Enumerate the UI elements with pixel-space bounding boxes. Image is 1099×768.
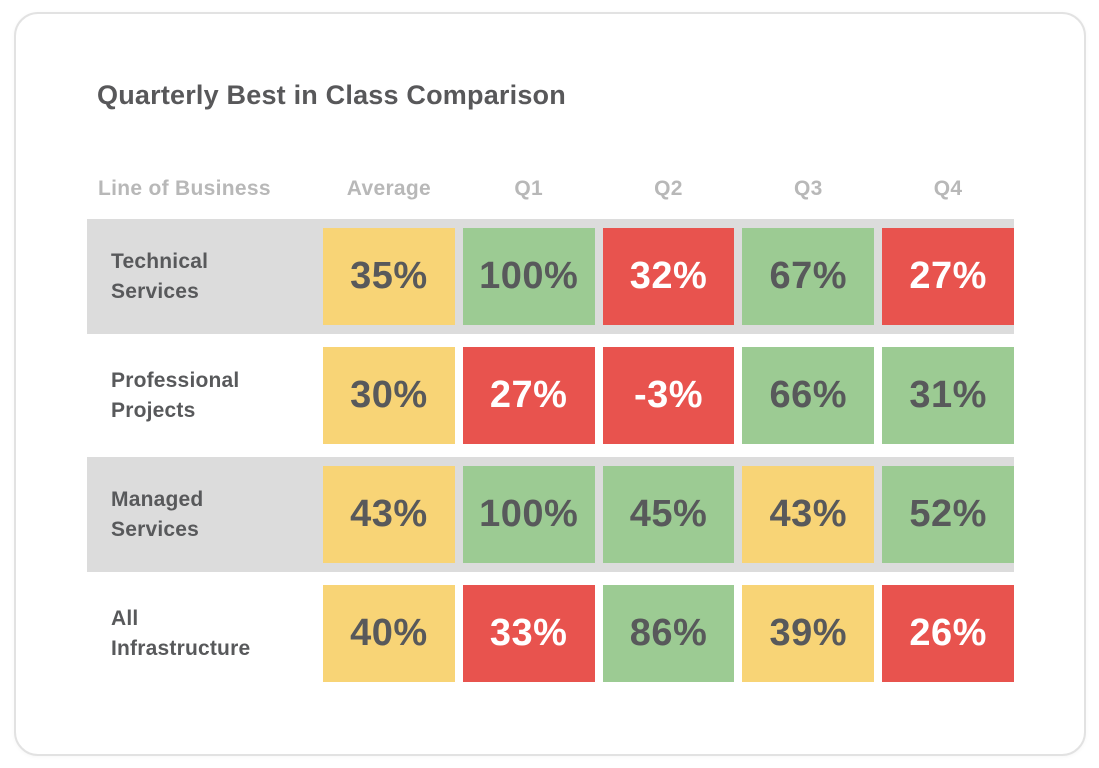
cell-professional-q4: 31% [882, 347, 1014, 444]
table-row-technical-services: Technical Services 35% 100% 32% 67% 27% [87, 219, 1014, 334]
comparison-table: Line of Business Average Q1 Q2 Q3 Q4 Tec… [87, 169, 1014, 691]
cell-professional-average: 30% [323, 347, 455, 444]
table-row-managed-services: Managed Services 43% 100% 45% 43% 52% [87, 457, 1014, 572]
row-label-text: Technical Services [111, 249, 209, 303]
column-header-q3: Q3 [793, 177, 823, 200]
row-label: Managed Services [87, 485, 315, 545]
row-label-text: Managed Services [111, 487, 204, 541]
cell-infrastructure-q2: 86% [602, 585, 735, 682]
cell-technical-q3: 67% [742, 228, 875, 325]
cell-managed-q1: 100% [462, 466, 595, 563]
column-header-q4: Q4 [933, 177, 963, 200]
row-label-text: Professional Projects [111, 368, 240, 422]
cell-infrastructure-q4: 26% [882, 585, 1014, 682]
cell-infrastructure-q3: 39% [742, 585, 875, 682]
row-label: All Infrastructure [87, 604, 315, 664]
cell-technical-q4: 27% [882, 228, 1014, 325]
column-header-average: Average [346, 177, 431, 200]
cell-technical-average: 35% [323, 228, 455, 325]
table-row-all-infrastructure: All Infrastructure 40% 33% 86% 39% 26% [87, 576, 1014, 691]
card-content: Quarterly Best in Class Comparison Line … [16, 14, 1084, 691]
row-label: Technical Services [87, 247, 315, 307]
cell-managed-average: 43% [323, 466, 455, 563]
cell-infrastructure-q1: 33% [462, 585, 595, 682]
column-header-q2: Q2 [654, 177, 683, 200]
row-label-text: All Infrastructure [111, 606, 251, 660]
row-label: Professional Projects [87, 366, 315, 426]
cell-professional-q3: 66% [742, 347, 875, 444]
report-card: Quarterly Best in Class Comparison Line … [14, 12, 1086, 756]
cell-infrastructure-average: 40% [323, 585, 455, 682]
cell-professional-q1: 27% [462, 347, 595, 444]
cell-managed-q3: 43% [742, 466, 875, 563]
cell-professional-q2: -3% [602, 347, 735, 444]
cell-technical-q1: 100% [462, 228, 595, 325]
table-header-row: Line of Business Average Q1 Q2 Q3 Q4 [87, 169, 1014, 209]
column-header-line-of-business: Line of Business [98, 177, 271, 200]
cell-managed-q4: 52% [882, 466, 1014, 563]
cell-technical-q2: 32% [602, 228, 735, 325]
table-row-professional-projects: Professional Projects 30% 27% -3% 66% 31… [87, 338, 1014, 453]
page-title: Quarterly Best in Class Comparison [97, 80, 566, 110]
column-header-q1: Q1 [514, 177, 543, 200]
cell-managed-q2: 45% [602, 466, 735, 563]
